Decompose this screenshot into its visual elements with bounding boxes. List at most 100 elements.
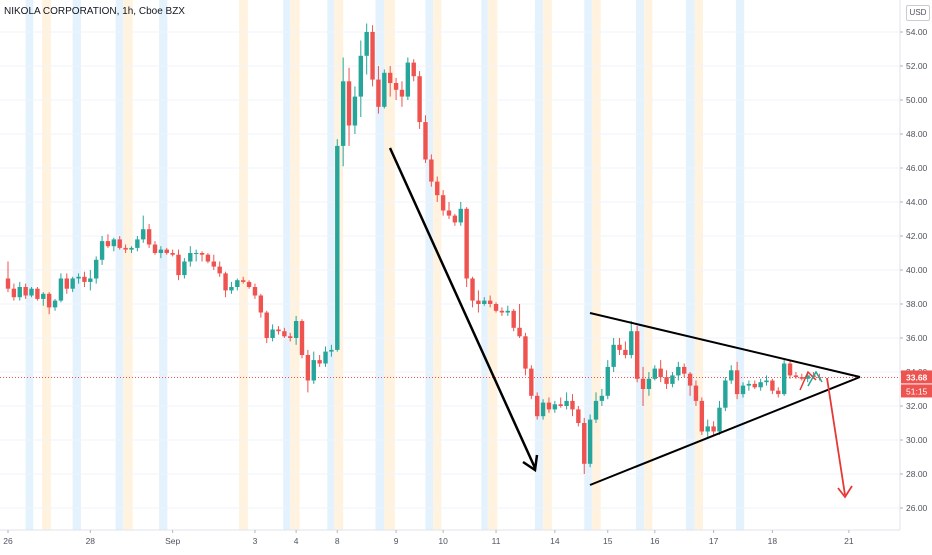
countdown-tag [901,384,932,398]
candle-body [146,229,152,245]
downtrend-arrowhead [522,454,539,473]
candle-body [176,254,181,276]
price-tag [901,370,932,384]
time-tick-label: 17 [709,536,719,546]
candle-body [276,329,281,332]
session-band-premarket [384,0,395,530]
session-band-afterhours [375,0,385,530]
candle-body [211,261,216,267]
triangle-upper-line [589,312,861,378]
time-tick-label: 11 [492,536,501,546]
price-axis[interactable]: 26.0028.0030.0032.0034.0036.0038.0040.00… [899,0,932,530]
price-tick-label: 48.00 [906,129,928,139]
session-band-premarket [290,0,300,530]
drawings [388,147,861,499]
candle-body [693,385,699,401]
time-axis[interactable]: 26 28 Sep 3 4 8 9 10 11 14 15 16 17 18 21 [0,529,900,546]
candle-body [576,409,581,423]
candle-body [299,321,305,355]
candle-body [52,300,58,308]
candle-body [229,287,234,291]
candles [5,23,822,474]
candle-body [252,287,258,296]
countdown-label: 51:15 [906,386,928,396]
candle-body [46,293,52,308]
time-tick-label: 18 [768,536,778,546]
candle-body [82,276,87,282]
session-band-afterhours [72,0,81,530]
candle-body [517,327,522,337]
candle-body [746,383,752,386]
candle-body [781,363,787,395]
session-band-afterhours [584,0,592,530]
candle-body [423,122,428,160]
candle-body [711,426,716,432]
candle-body [540,402,546,417]
candle-body [535,395,540,417]
candle-body [623,349,628,355]
candle-body [317,360,322,364]
currency-button[interactable]: USD [906,5,930,21]
candle-body [376,79,381,107]
candle-body [440,195,446,211]
candle-body [370,32,375,80]
time-tick-label: 8 [335,536,340,546]
session-band-afterhours [327,0,335,530]
candle-body [752,383,757,388]
session-band-premarket [644,0,653,530]
candle-body [799,377,804,379]
candle-body [446,210,452,216]
candle-body [352,96,358,126]
price-tick-label: 30.00 [906,435,928,445]
candle-body [658,368,663,378]
price-tick-label: 54.00 [906,27,928,37]
candle-body [117,239,122,248]
candle-body [452,215,458,223]
session-band-premarket [543,0,552,530]
candle-body [617,344,622,350]
candle-body [652,368,657,379]
candle-body [646,378,652,389]
candle-body [729,370,734,381]
candle-body [282,331,287,337]
candle-body [405,62,411,97]
candle-body [676,366,681,376]
candle-body [264,312,269,338]
candle-body [699,400,705,432]
candle-body [323,351,328,364]
session-band-afterhours [635,0,645,530]
time-tick-label: 26 [3,536,13,546]
candle-body [382,72,387,107]
candle-body [23,287,28,296]
candle-body [723,380,728,408]
session-band-afterhours [534,0,544,530]
price-gridlines [0,31,900,509]
session-band-premarket [694,0,704,530]
session-band-afterhours [425,0,434,530]
candle-body [123,247,128,250]
downtrend-line [388,147,537,469]
candle-body [329,349,334,352]
candle-body [217,266,222,274]
candle-body [687,373,693,386]
candle-body [270,329,275,338]
candle-body [11,288,17,298]
chart-title: NIKOLA CORPORATION, 1h, Cboe BZX [4,6,185,17]
candle-body [464,208,469,279]
candle-body [70,278,75,289]
price-tick-label: 40.00 [906,265,928,275]
candle-body [199,253,205,255]
candle-body [670,375,675,384]
session-bands [25,0,745,530]
price-tick-label: 32.00 [906,401,928,411]
session-band-premarket [591,0,601,530]
candle-body [523,336,528,369]
candle-body [487,300,493,304]
candle-body [94,259,99,279]
candle-body [758,382,763,388]
candle-body [393,83,399,90]
candle-body [734,370,740,395]
price-tick-label: 38.00 [906,299,928,309]
